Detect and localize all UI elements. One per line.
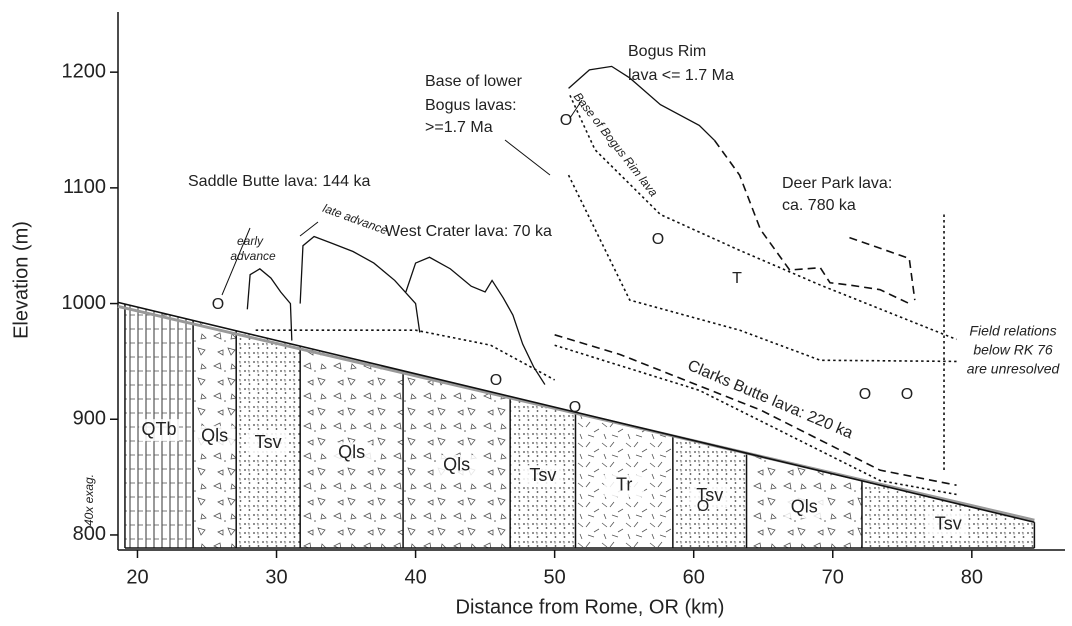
marker-label: T [732, 270, 742, 287]
annotation: >=1.7 Ma [425, 119, 493, 136]
marker-label: O [859, 386, 871, 403]
lava-profile [570, 95, 957, 339]
annotation: ca. 780 ka [782, 197, 856, 214]
annotation: 40x exag. [82, 474, 96, 526]
annotation: early [237, 234, 264, 248]
unit-label: Qls [443, 455, 470, 475]
lava-profile [406, 257, 545, 384]
unit-label: Tsv [529, 465, 556, 485]
x-tick-label: 60 [683, 566, 705, 588]
y-tick-label: 1000 [62, 292, 107, 314]
annotation: Deer Park lava: [782, 175, 892, 192]
unit-label: Qls [201, 426, 228, 446]
unit-label: Qls [791, 496, 818, 516]
leader-line [300, 222, 318, 236]
unit-label: Qls [338, 442, 365, 462]
unit-label: QTb [142, 419, 177, 439]
y-tick-label: 1200 [62, 60, 107, 82]
annotation: Bogus Rim [628, 43, 706, 60]
unit-label: Tr [616, 475, 632, 495]
lava-profile [715, 140, 910, 303]
x-tick-label: 50 [544, 566, 566, 588]
unit-label: Tsv [935, 514, 962, 534]
y-axis-label: Elevation (m) [10, 221, 32, 339]
marker-label: O [569, 399, 581, 416]
x-tick-label: 80 [961, 566, 983, 588]
y-tick-label: 1100 [63, 176, 106, 198]
x-tick-label: 20 [126, 566, 148, 588]
annotation: West Crater lava: 70 ka [385, 223, 552, 240]
marker-label: O [560, 112, 572, 129]
marker-label: O [697, 498, 709, 515]
y-tick-label: 900 [73, 408, 106, 430]
lava-profile [569, 175, 957, 361]
marker-label: O [901, 386, 913, 403]
x-tick-label: 40 [404, 566, 426, 588]
annotation: Base of lower [425, 73, 523, 90]
annotation: late advance [321, 201, 390, 238]
annotation: Field relations [969, 323, 1056, 339]
x-axis-label: Distance from Rome, OR (km) [456, 596, 725, 618]
annotation: Bogus lavas: [425, 97, 517, 114]
annotation: Base of Bogus Rim lava [571, 90, 661, 200]
annotation: Saddle Butte lava: 144 ka [188, 173, 370, 190]
marker-label: O [652, 231, 664, 248]
annotation: below RK 76 [973, 342, 1053, 358]
annotation: advance [230, 249, 276, 263]
unit-label: Tsv [255, 432, 282, 452]
annotation: Clarks Butte lava: 220 ka [685, 357, 855, 442]
leader-line [505, 140, 550, 175]
chart: Distance from Rome, OR (km) Elevation (m… [0, 0, 1072, 626]
x-tick-label: 30 [265, 566, 287, 588]
annotation: lava <= 1.7 Ma [628, 67, 734, 84]
lava-profile [300, 236, 420, 332]
marker-label: O [212, 296, 224, 313]
marker-label: O [490, 372, 502, 389]
x-tick-label: 70 [822, 566, 844, 588]
annotation: are unresolved [967, 361, 1061, 377]
